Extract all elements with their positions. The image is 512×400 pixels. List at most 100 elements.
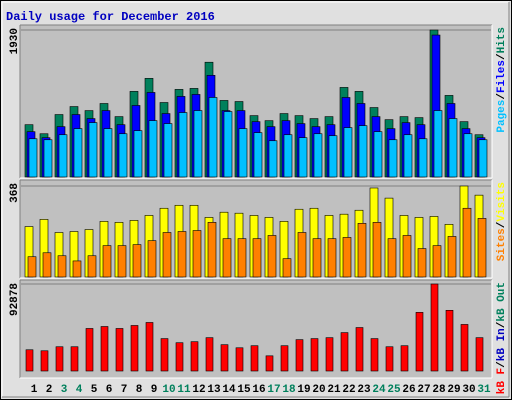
bar <box>133 130 143 178</box>
x-tick-label: 1 <box>31 384 38 396</box>
bar <box>145 322 154 372</box>
x-tick-label: 20 <box>312 384 325 396</box>
bar <box>100 326 109 372</box>
bar <box>115 328 124 372</box>
bar <box>313 133 323 178</box>
legend-entry: kB F <box>496 368 508 394</box>
bar <box>220 344 229 372</box>
bar <box>385 346 394 372</box>
bar <box>432 245 442 278</box>
bar <box>417 248 427 278</box>
legend: Pages/Files/Hits <box>496 27 508 133</box>
bar <box>460 324 469 372</box>
bar <box>283 134 293 178</box>
bar <box>177 231 187 278</box>
x-tick-label: 5 <box>91 384 98 396</box>
bar <box>280 345 289 372</box>
x-tick-label: 14 <box>222 384 236 396</box>
x-tick-label: 13 <box>207 384 221 396</box>
bar <box>27 256 37 278</box>
bar <box>477 218 487 278</box>
bar <box>403 134 413 178</box>
x-tick-label: 29 <box>447 384 460 396</box>
bar <box>70 346 79 372</box>
bar <box>402 235 412 278</box>
bar <box>297 232 307 278</box>
bar <box>478 139 488 178</box>
bar <box>325 337 334 372</box>
legend-separator: / <box>496 321 508 328</box>
bar <box>373 131 383 178</box>
x-tick-label: 18 <box>282 384 296 396</box>
bar <box>43 139 53 178</box>
bar <box>267 235 277 278</box>
x-tick-label: 3 <box>61 384 68 396</box>
bar <box>163 123 173 178</box>
x-tick-label: 21 <box>327 384 341 396</box>
bar <box>343 127 353 178</box>
x-tick-label: 26 <box>402 384 415 396</box>
x-tick-label: 22 <box>342 384 355 396</box>
x-tick-label: 30 <box>462 384 475 396</box>
x-tick-label: 8 <box>136 384 143 396</box>
bar <box>265 355 274 372</box>
legend: kB F/kB In/kB Out <box>496 282 508 394</box>
bar <box>463 133 473 178</box>
x-tick-label: 2 <box>46 384 53 396</box>
bar <box>132 244 142 278</box>
chart-title: Daily usage for December 2016 <box>6 10 215 24</box>
y-tick-label: 1930 <box>9 28 21 54</box>
bar <box>190 341 199 372</box>
legend-entry: Visits <box>496 182 508 222</box>
legend-entry: Files <box>496 60 508 93</box>
x-tick-label: 17 <box>267 384 280 396</box>
bar <box>72 260 82 278</box>
x-tick-label: 24 <box>372 384 386 396</box>
bar <box>312 238 322 278</box>
bar <box>28 138 38 178</box>
bar <box>328 135 338 178</box>
legend-entry: kB Out <box>496 282 508 322</box>
bar <box>475 337 484 372</box>
x-tick-label: 6 <box>106 384 113 396</box>
bar <box>103 128 113 178</box>
x-tick-label: 31 <box>477 384 491 396</box>
bar <box>42 252 52 278</box>
bar <box>388 139 398 178</box>
bar <box>298 137 308 178</box>
bar <box>207 222 217 278</box>
bar <box>370 338 379 372</box>
x-tick-label: 19 <box>297 384 310 396</box>
bar <box>387 238 397 278</box>
bar <box>252 238 262 278</box>
bar <box>340 332 349 372</box>
x-tick-label: 12 <box>192 384 205 396</box>
bar <box>73 128 83 178</box>
x-tick-label: 9 <box>151 384 158 396</box>
bar <box>295 339 304 372</box>
bar <box>448 118 458 178</box>
bar <box>58 134 68 178</box>
legend-separator: / <box>496 221 508 228</box>
bar <box>175 342 184 372</box>
bar <box>415 312 424 372</box>
bar <box>117 245 127 278</box>
bar <box>342 237 352 278</box>
bar <box>162 232 172 278</box>
bar <box>310 338 319 372</box>
bar <box>222 238 232 278</box>
bar <box>433 110 443 178</box>
x-tick-label: 28 <box>432 384 446 396</box>
bar <box>205 337 214 372</box>
y-tick-label: 92878 <box>9 283 21 316</box>
bar <box>193 110 203 178</box>
bar <box>235 347 244 372</box>
bar <box>357 223 367 278</box>
bar <box>253 132 263 178</box>
bar <box>372 222 382 278</box>
bar <box>327 238 337 278</box>
bar <box>102 245 112 278</box>
bar <box>400 345 409 372</box>
bar <box>130 325 139 372</box>
